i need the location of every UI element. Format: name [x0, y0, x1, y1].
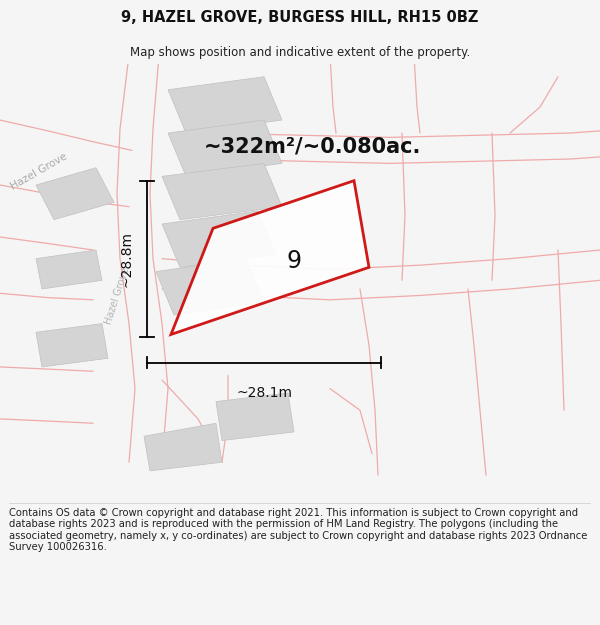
Polygon shape — [162, 211, 276, 268]
Polygon shape — [36, 250, 102, 289]
Polygon shape — [36, 168, 114, 219]
Text: Contains OS data © Crown copyright and database right 2021. This information is : Contains OS data © Crown copyright and d… — [9, 508, 587, 552]
Polygon shape — [144, 423, 222, 471]
Text: ~28.8m: ~28.8m — [119, 231, 133, 287]
Polygon shape — [216, 393, 294, 441]
Polygon shape — [36, 324, 108, 367]
Text: 9, HAZEL GROVE, BURGESS HILL, RH15 0BZ: 9, HAZEL GROVE, BURGESS HILL, RH15 0BZ — [121, 11, 479, 26]
Polygon shape — [156, 259, 264, 315]
Polygon shape — [168, 120, 282, 176]
Text: ~322m²/~0.080ac.: ~322m²/~0.080ac. — [203, 136, 421, 156]
Text: Map shows position and indicative extent of the property.: Map shows position and indicative extent… — [130, 46, 470, 59]
Text: Hazel Grove: Hazel Grove — [103, 266, 131, 325]
Polygon shape — [171, 181, 369, 334]
Text: Hazel Grove: Hazel Grove — [9, 152, 69, 192]
Polygon shape — [168, 77, 282, 133]
Text: ~28.1m: ~28.1m — [236, 386, 292, 400]
Polygon shape — [162, 163, 282, 219]
Text: 9: 9 — [287, 249, 302, 273]
